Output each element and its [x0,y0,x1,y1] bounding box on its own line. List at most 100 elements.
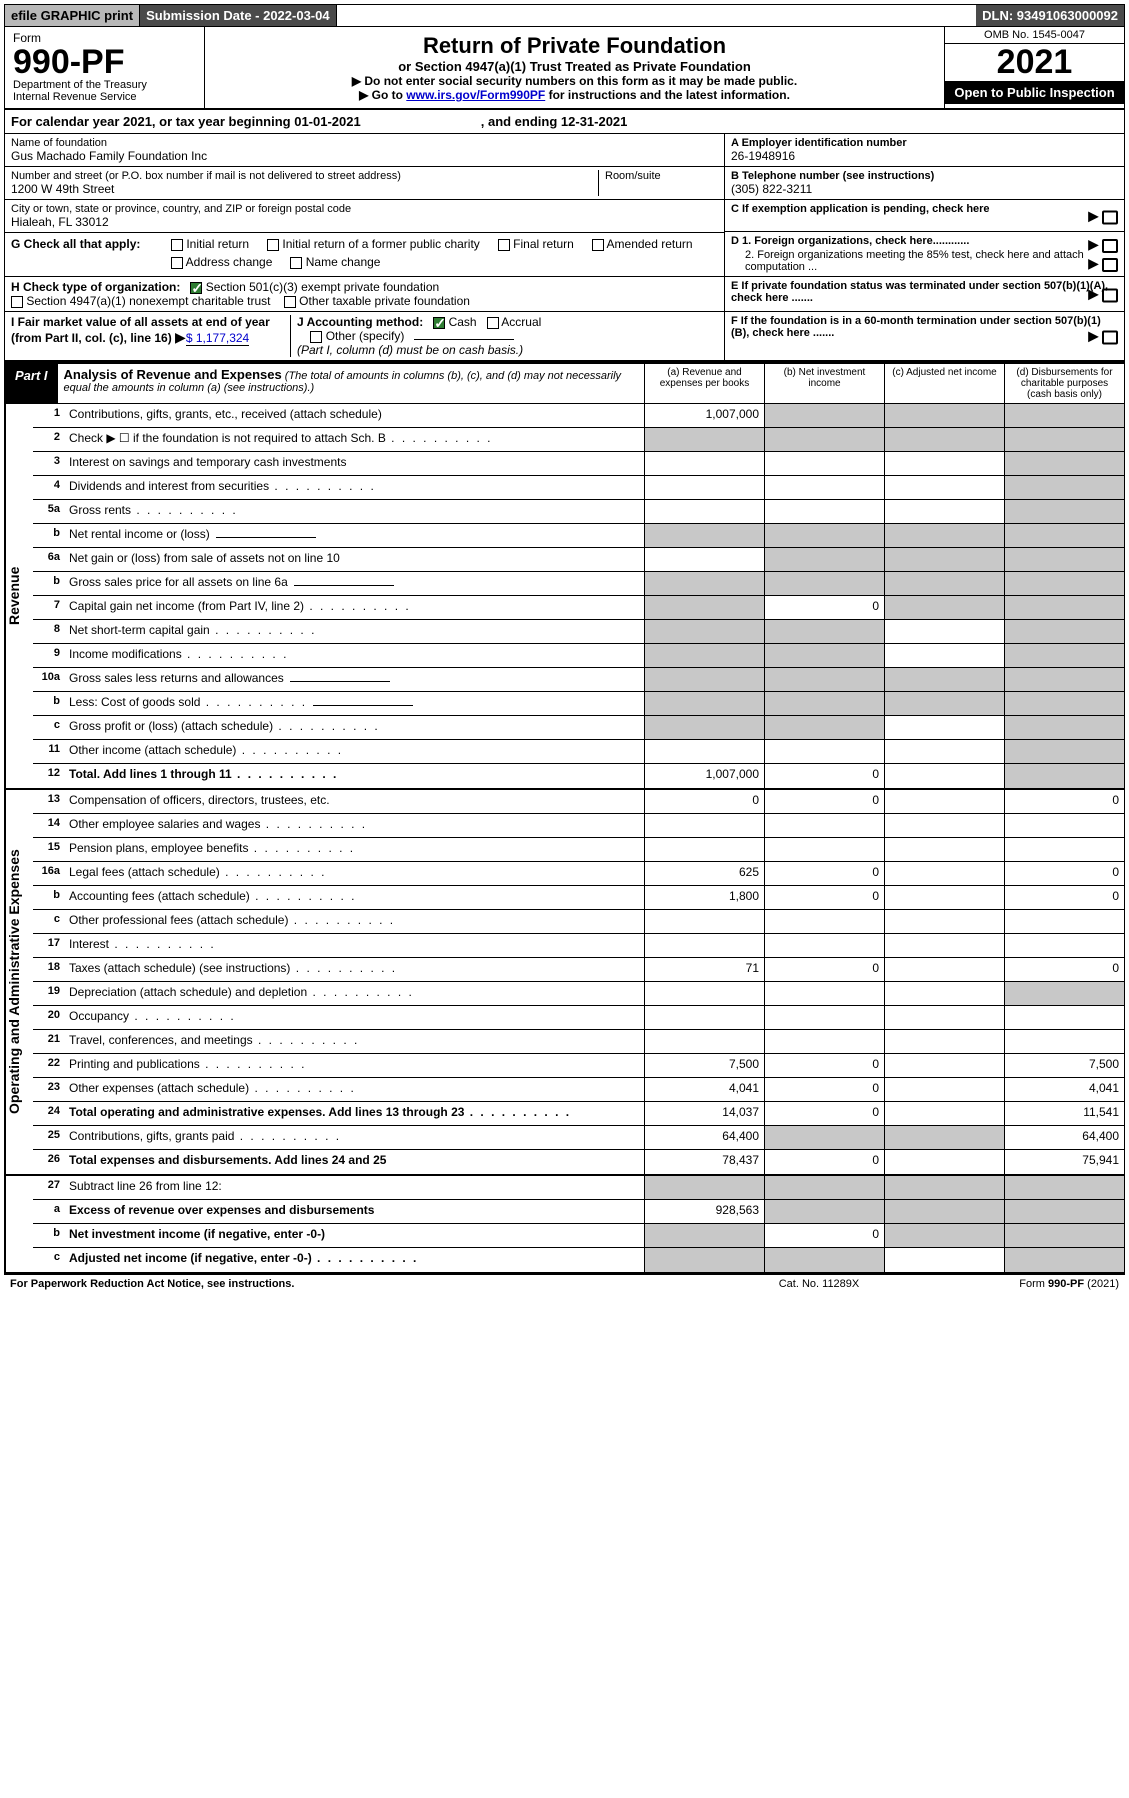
amount-cell [764,716,884,739]
amount-cell: 0 [1004,958,1124,981]
line-number: 22 [33,1054,65,1077]
table-row: 3Interest on savings and temporary cash … [33,452,1124,476]
line-label: Total expenses and disbursements. Add li… [65,1150,644,1174]
expenses-label: Operating and Administrative Expenses [5,790,33,1174]
table-row: 14Other employee salaries and wages [33,814,1124,838]
line-number: 19 [33,982,65,1005]
amount-cell [644,934,764,957]
h-opt3: Other taxable private foundation [299,294,470,308]
f-checkbox[interactable] [1102,331,1118,345]
net-spacer [5,1176,33,1272]
line-label: Other professional fees (attach schedule… [65,910,644,933]
line-label: Interest [65,934,644,957]
line-label: Total operating and administrative expen… [65,1102,644,1125]
amount-cell [1004,404,1124,427]
amount-cell [884,838,1004,861]
g-opt-initial[interactable]: Initial return [171,237,249,251]
form-number: 990-PF [13,45,196,79]
amount-cell [1004,1248,1124,1272]
g-opt-address[interactable]: Address change [171,255,272,269]
line-label: Other expenses (attach schedule) [65,1078,644,1101]
g-opt-amended[interactable]: Amended return [592,237,693,251]
amount-cell [644,1224,764,1247]
city-cell: City or town, state or province, country… [5,200,724,233]
h-other-checkbox[interactable] [284,296,296,308]
amount-cell [884,596,1004,619]
line-label: Accounting fees (attach schedule) [65,886,644,909]
g-opt-former[interactable]: Initial return of a former public charit… [267,237,480,251]
i-value: $ 1,177,324 [186,331,249,346]
amount-cell [884,716,1004,739]
h-501c3-checkbox[interactable] [190,282,202,294]
line-label: Net investment income (if negative, ente… [65,1224,644,1247]
amount-cell [1004,668,1124,691]
amount-cell [764,1006,884,1029]
header-mid: Return of Private Foundation or Section … [205,27,944,108]
identity-left: Name of foundation Gus Machado Family Fo… [5,134,724,276]
amount-cell [884,1030,1004,1053]
d2-checkbox[interactable] [1102,258,1118,272]
c-cell: C If exemption application is pending, c… [725,200,1124,232]
amount-cell: 1,007,000 [644,404,764,427]
j-other-checkbox[interactable] [310,331,322,343]
j-accrual-checkbox[interactable] [487,317,499,329]
h-row: H Check type of organization: Section 50… [4,277,1125,312]
line-number: b [33,886,65,909]
city-label: City or town, state or province, country… [11,203,718,215]
amount-cell [764,740,884,763]
line-label: Check ▶ ☐ if the foundation is not requi… [65,428,644,451]
j-cash-checkbox[interactable] [433,317,445,329]
line-label: Gross rents [65,500,644,523]
e-checkbox[interactable] [1102,289,1118,303]
g-opt-name[interactable]: Name change [290,255,380,269]
name-label: Name of foundation [11,137,718,149]
amount-cell [1004,452,1124,475]
amount-cell [1004,692,1124,715]
table-row: bGross sales price for all assets on lin… [33,572,1124,596]
amount-cell: 4,041 [1004,1078,1124,1101]
line-label: Taxes (attach schedule) (see instruction… [65,958,644,981]
header-left: Form 990-PF Department of the Treasury I… [5,27,205,108]
amount-cell [644,910,764,933]
line-label: Other income (attach schedule) [65,740,644,763]
h-4947-checkbox[interactable] [11,296,23,308]
table-row: 22Printing and publications7,50007,500 [33,1054,1124,1078]
line-number: b [33,524,65,547]
amount-cell [764,982,884,1005]
amount-cell [884,910,1004,933]
amount-cell [644,668,764,691]
part1-title: Analysis of Revenue and Expenses [64,367,282,382]
d1-checkbox[interactable] [1102,239,1118,253]
table-row: 6aNet gain or (loss) from sale of assets… [33,548,1124,572]
amount-cell [1004,934,1124,957]
line-number: 3 [33,452,65,475]
amount-cell [764,934,884,957]
d2-label: 2. Foreign organizations meeting the 85%… [745,249,1084,273]
amount-cell [764,1030,884,1053]
amount-cell [644,572,764,595]
amount-cell [884,740,1004,763]
amount-cell [1004,740,1124,763]
efile-label: efile GRAPHIC print [5,5,140,26]
line-number: 8 [33,620,65,643]
line-label: Excess of revenue over expenses and disb… [65,1200,644,1223]
table-row: 1Contributions, gifts, grants, etc., rec… [33,404,1124,428]
amount-cell [764,452,884,475]
g-opt-final[interactable]: Final return [498,237,574,251]
amount-cell [1004,548,1124,571]
amount-cell [884,958,1004,981]
line-number: c [33,1248,65,1272]
form990pf-link[interactable]: www.irs.gov/Form990PF [406,88,545,102]
table-row: 13Compensation of officers, directors, t… [33,790,1124,814]
amount-cell [644,716,764,739]
line-number: 5a [33,500,65,523]
tax-year: 2021 [945,44,1124,81]
amount-cell [884,620,1004,643]
c-checkbox[interactable] [1102,210,1118,224]
part1-tag: Part I [5,364,58,403]
line-number: c [33,910,65,933]
amount-cell: 11,541 [1004,1102,1124,1125]
amount-cell [884,1176,1004,1199]
amount-cell [884,524,1004,547]
expenses-rows: 13Compensation of officers, directors, t… [33,790,1124,1174]
